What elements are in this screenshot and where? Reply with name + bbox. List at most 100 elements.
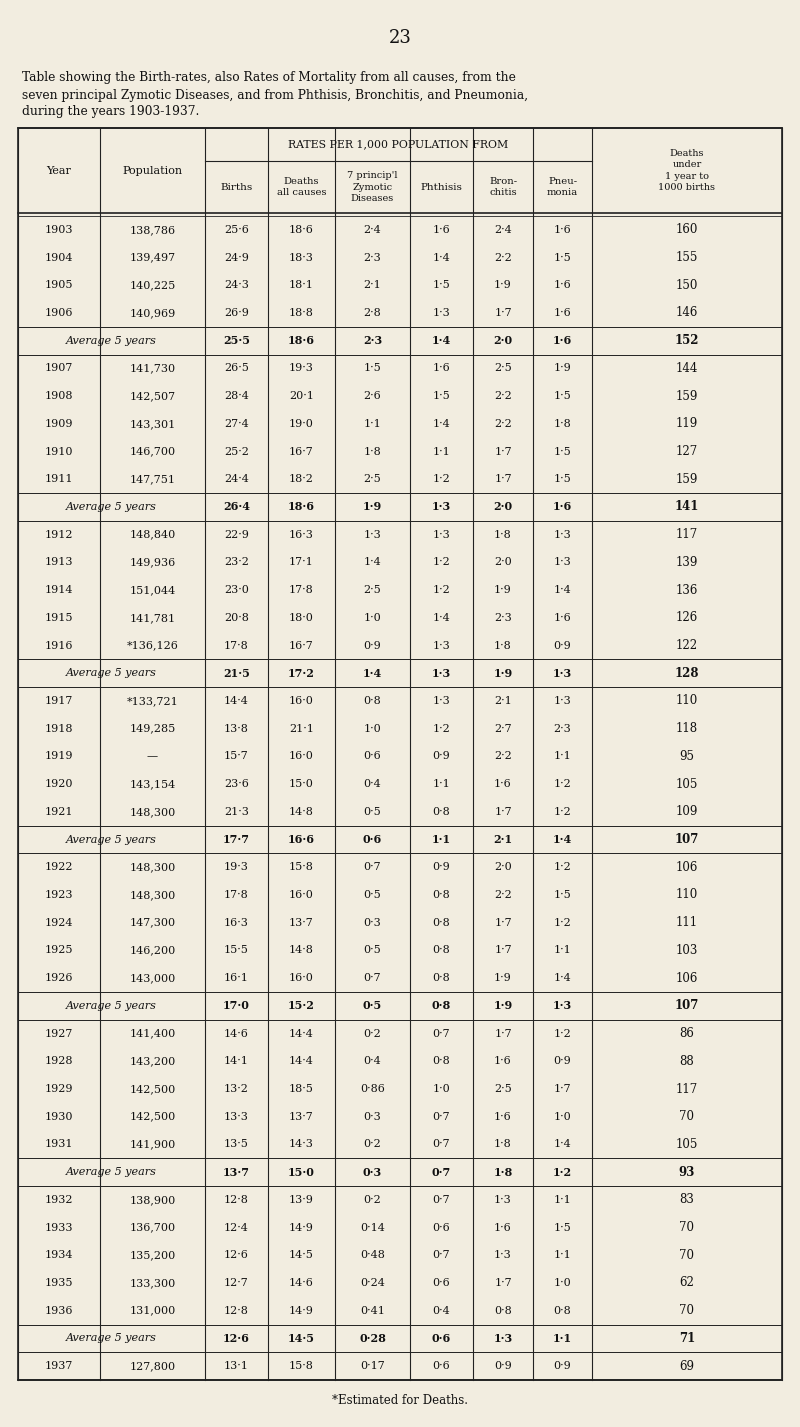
Text: 27·4: 27·4 <box>224 420 249 430</box>
Text: 110: 110 <box>676 889 698 902</box>
Text: 16·3: 16·3 <box>224 918 249 928</box>
Text: 143,154: 143,154 <box>130 779 176 789</box>
Text: 28·4: 28·4 <box>224 391 249 401</box>
Text: 1·3: 1·3 <box>432 501 451 512</box>
Text: 1916: 1916 <box>45 641 74 651</box>
Text: 0·4: 0·4 <box>433 1306 450 1316</box>
Text: 1·6: 1·6 <box>433 364 450 374</box>
Text: 17·0: 17·0 <box>223 1000 250 1012</box>
Text: 1·6: 1·6 <box>553 501 572 512</box>
Text: 17·1: 17·1 <box>289 558 314 568</box>
Text: 1·5: 1·5 <box>554 253 571 263</box>
Text: 0·9: 0·9 <box>433 862 450 872</box>
Text: 15·0: 15·0 <box>289 779 314 789</box>
Text: 143,301: 143,301 <box>130 420 176 430</box>
Text: 1·2: 1·2 <box>554 1029 571 1039</box>
Text: 1·3: 1·3 <box>433 529 450 539</box>
Text: 13·2: 13·2 <box>224 1085 249 1095</box>
Text: 136: 136 <box>676 584 698 596</box>
Text: 16·0: 16·0 <box>289 890 314 900</box>
Text: 141: 141 <box>675 501 699 514</box>
Text: 18·1: 18·1 <box>289 280 314 290</box>
Text: 70: 70 <box>679 1222 694 1234</box>
Text: 1908: 1908 <box>45 391 74 401</box>
Text: 1932: 1932 <box>45 1194 74 1204</box>
Text: 1·1: 1·1 <box>554 946 571 956</box>
Text: 1·9: 1·9 <box>494 973 512 983</box>
Text: 127,800: 127,800 <box>130 1361 175 1371</box>
Text: 18·6: 18·6 <box>289 225 314 235</box>
Text: 14·4: 14·4 <box>289 1056 314 1066</box>
Text: 2·1: 2·1 <box>494 696 512 706</box>
Text: 0·6: 0·6 <box>433 1223 450 1233</box>
Text: 147,300: 147,300 <box>130 918 175 928</box>
Text: 1·8: 1·8 <box>494 529 512 539</box>
Text: 1·1: 1·1 <box>553 1333 572 1344</box>
Text: 1·2: 1·2 <box>433 558 450 568</box>
Text: Bron-
chitis: Bron- chitis <box>489 177 517 197</box>
Text: 0·8: 0·8 <box>433 946 450 956</box>
Text: 1·0: 1·0 <box>433 1085 450 1095</box>
Text: 88: 88 <box>680 1055 694 1067</box>
Text: 1929: 1929 <box>45 1085 74 1095</box>
Text: Year: Year <box>46 166 71 176</box>
Text: 1·7: 1·7 <box>494 1029 512 1039</box>
Text: 144: 144 <box>676 362 698 375</box>
Text: 148,300: 148,300 <box>130 862 176 872</box>
Text: 0·7: 0·7 <box>433 1029 450 1039</box>
Text: 25·5: 25·5 <box>223 335 250 347</box>
Text: 14·8: 14·8 <box>289 946 314 956</box>
Text: 0·8: 0·8 <box>433 806 450 816</box>
Text: 2·0: 2·0 <box>494 501 513 512</box>
Text: 1919: 1919 <box>45 752 74 762</box>
Text: 0·6: 0·6 <box>432 1333 451 1344</box>
Text: 1918: 1918 <box>45 723 74 733</box>
Text: 0·7: 0·7 <box>433 1112 450 1122</box>
Text: 107: 107 <box>675 833 699 846</box>
Text: 18·6: 18·6 <box>288 501 315 512</box>
Text: 148,300: 148,300 <box>130 806 176 816</box>
Text: 0·8: 0·8 <box>554 1306 571 1316</box>
Text: 1·8: 1·8 <box>364 447 382 457</box>
Text: 13·7: 13·7 <box>289 1112 314 1122</box>
Text: 139: 139 <box>676 557 698 569</box>
Text: 1·3: 1·3 <box>494 1333 513 1344</box>
Text: 148,300: 148,300 <box>130 890 176 900</box>
Text: 2·7: 2·7 <box>494 723 512 733</box>
Text: 15·7: 15·7 <box>224 752 249 762</box>
Text: 0·8: 0·8 <box>494 1306 512 1316</box>
Text: 23·0: 23·0 <box>224 585 249 595</box>
Text: 1·2: 1·2 <box>554 806 571 816</box>
Text: 1·2: 1·2 <box>554 918 571 928</box>
Text: 1·4: 1·4 <box>554 1139 571 1149</box>
Text: 17·8: 17·8 <box>224 890 249 900</box>
Text: 23·6: 23·6 <box>224 779 249 789</box>
Text: 13·9: 13·9 <box>289 1194 314 1204</box>
Text: 18·6: 18·6 <box>288 335 315 347</box>
Text: 1·3: 1·3 <box>553 668 572 679</box>
Text: 14·9: 14·9 <box>289 1306 314 1316</box>
Text: Average 5 years: Average 5 years <box>66 668 157 678</box>
Text: 1906: 1906 <box>45 308 74 318</box>
Text: 0·5: 0·5 <box>364 890 382 900</box>
Text: 20·8: 20·8 <box>224 612 249 622</box>
Text: 2·1: 2·1 <box>364 280 382 290</box>
Text: 1·4: 1·4 <box>554 973 571 983</box>
Text: 16·1: 16·1 <box>224 973 249 983</box>
Text: 1·8: 1·8 <box>494 1167 513 1177</box>
Text: 18·3: 18·3 <box>289 253 314 263</box>
Text: 19·3: 19·3 <box>289 364 314 374</box>
Text: 133,300: 133,300 <box>130 1279 176 1289</box>
Text: 2·2: 2·2 <box>494 752 512 762</box>
Text: 22·9: 22·9 <box>224 529 249 539</box>
Text: 1·4: 1·4 <box>364 558 382 568</box>
Text: 1·4: 1·4 <box>554 585 571 595</box>
Text: 1·3: 1·3 <box>433 641 450 651</box>
Text: 1·7: 1·7 <box>494 474 512 484</box>
Text: —: — <box>147 752 158 762</box>
Text: 14·5: 14·5 <box>289 1250 314 1260</box>
Text: 2·0: 2·0 <box>494 862 512 872</box>
Text: Average 5 years: Average 5 years <box>66 1000 157 1010</box>
Text: 119: 119 <box>676 417 698 431</box>
Text: 148,840: 148,840 <box>130 529 176 539</box>
